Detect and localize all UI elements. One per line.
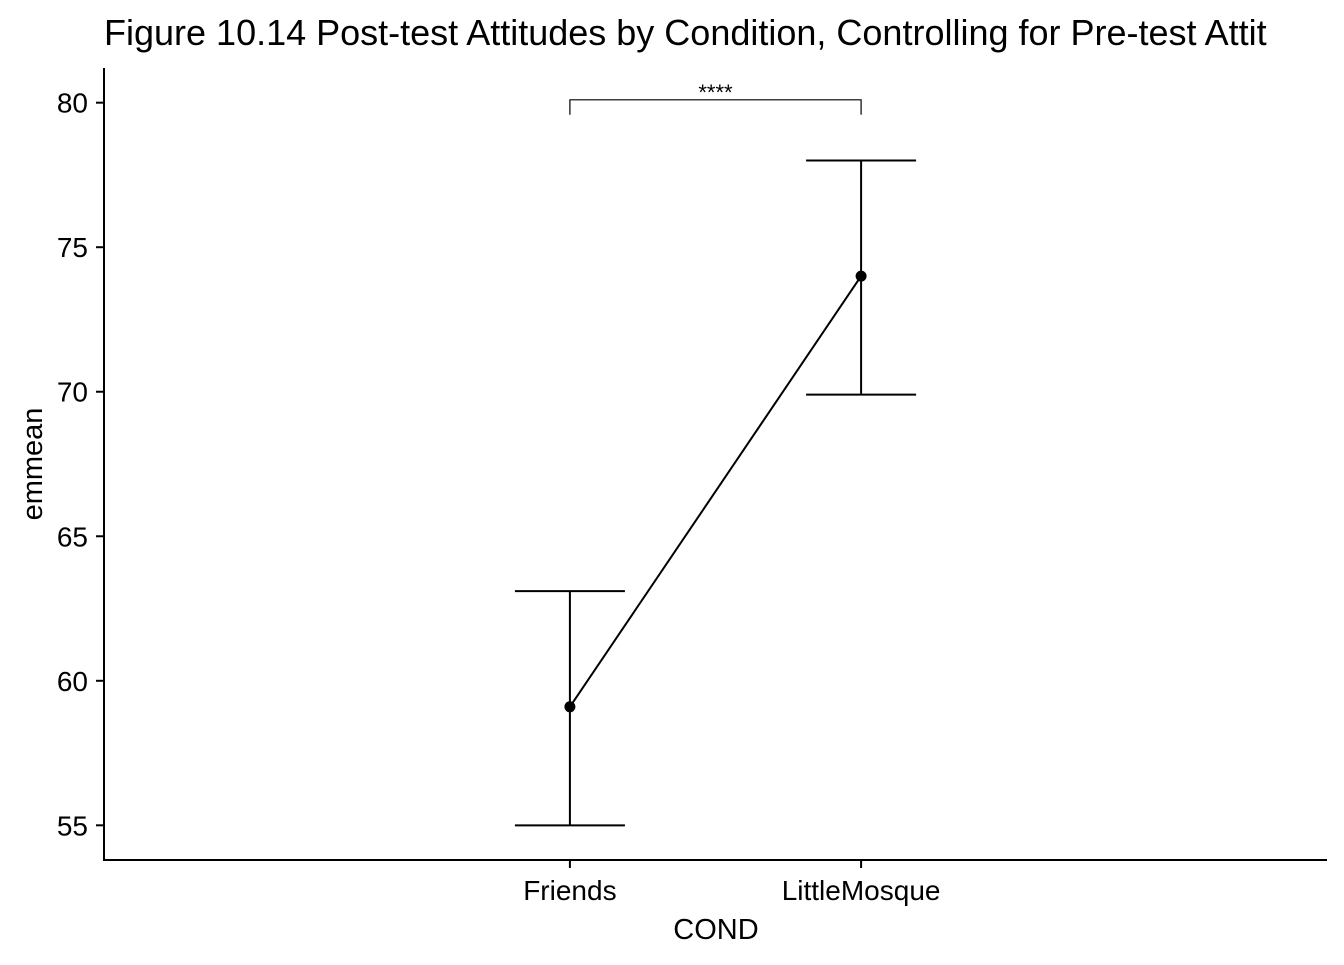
- series-line: [569, 275, 862, 708]
- y-axis-title: emmean: [17, 408, 49, 521]
- y-tick-label: 60: [57, 666, 88, 697]
- y-axis-ticks: 55 60 65 70 75 80: [57, 88, 104, 841]
- x-tick-label: Friends: [523, 875, 616, 906]
- x-axis-ticks: Friends LittleMosque: [523, 860, 940, 906]
- y-tick-label: 75: [57, 232, 88, 263]
- x-tick-label: LittleMosque: [782, 875, 941, 906]
- x-axis-title: COND: [673, 914, 758, 946]
- y-tick-label: 55: [57, 810, 88, 841]
- significance-label: ****: [698, 80, 733, 105]
- plot-area: ****: [514, 80, 917, 827]
- chart-title: Figure 10.14 Post-test Attitudes by Cond…: [104, 12, 1267, 53]
- y-tick-label: 70: [57, 377, 88, 408]
- significance-bracket: [569, 99, 862, 115]
- y-tick-label: 80: [57, 88, 88, 119]
- data-point: [855, 270, 867, 282]
- y-tick-label: 65: [57, 521, 88, 552]
- data-point: [564, 701, 576, 713]
